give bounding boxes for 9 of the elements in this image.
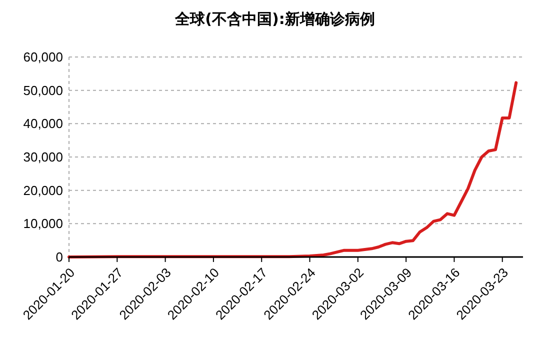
chart-title: 全球(不含中国):新增确诊病例 — [174, 10, 375, 28]
y-tick-label: 10,000 — [23, 216, 63, 232]
y-tick-label: 50,000 — [23, 82, 63, 98]
y-tick-label: 40,000 — [23, 116, 63, 132]
y-tick-label: 60,000 — [23, 50, 63, 65]
line-series — [68, 81, 518, 258]
y-tick-label: 30,000 — [23, 150, 63, 165]
y-tick-label: 0 — [56, 250, 63, 265]
y-tick-label: 20,000 — [23, 182, 63, 198]
